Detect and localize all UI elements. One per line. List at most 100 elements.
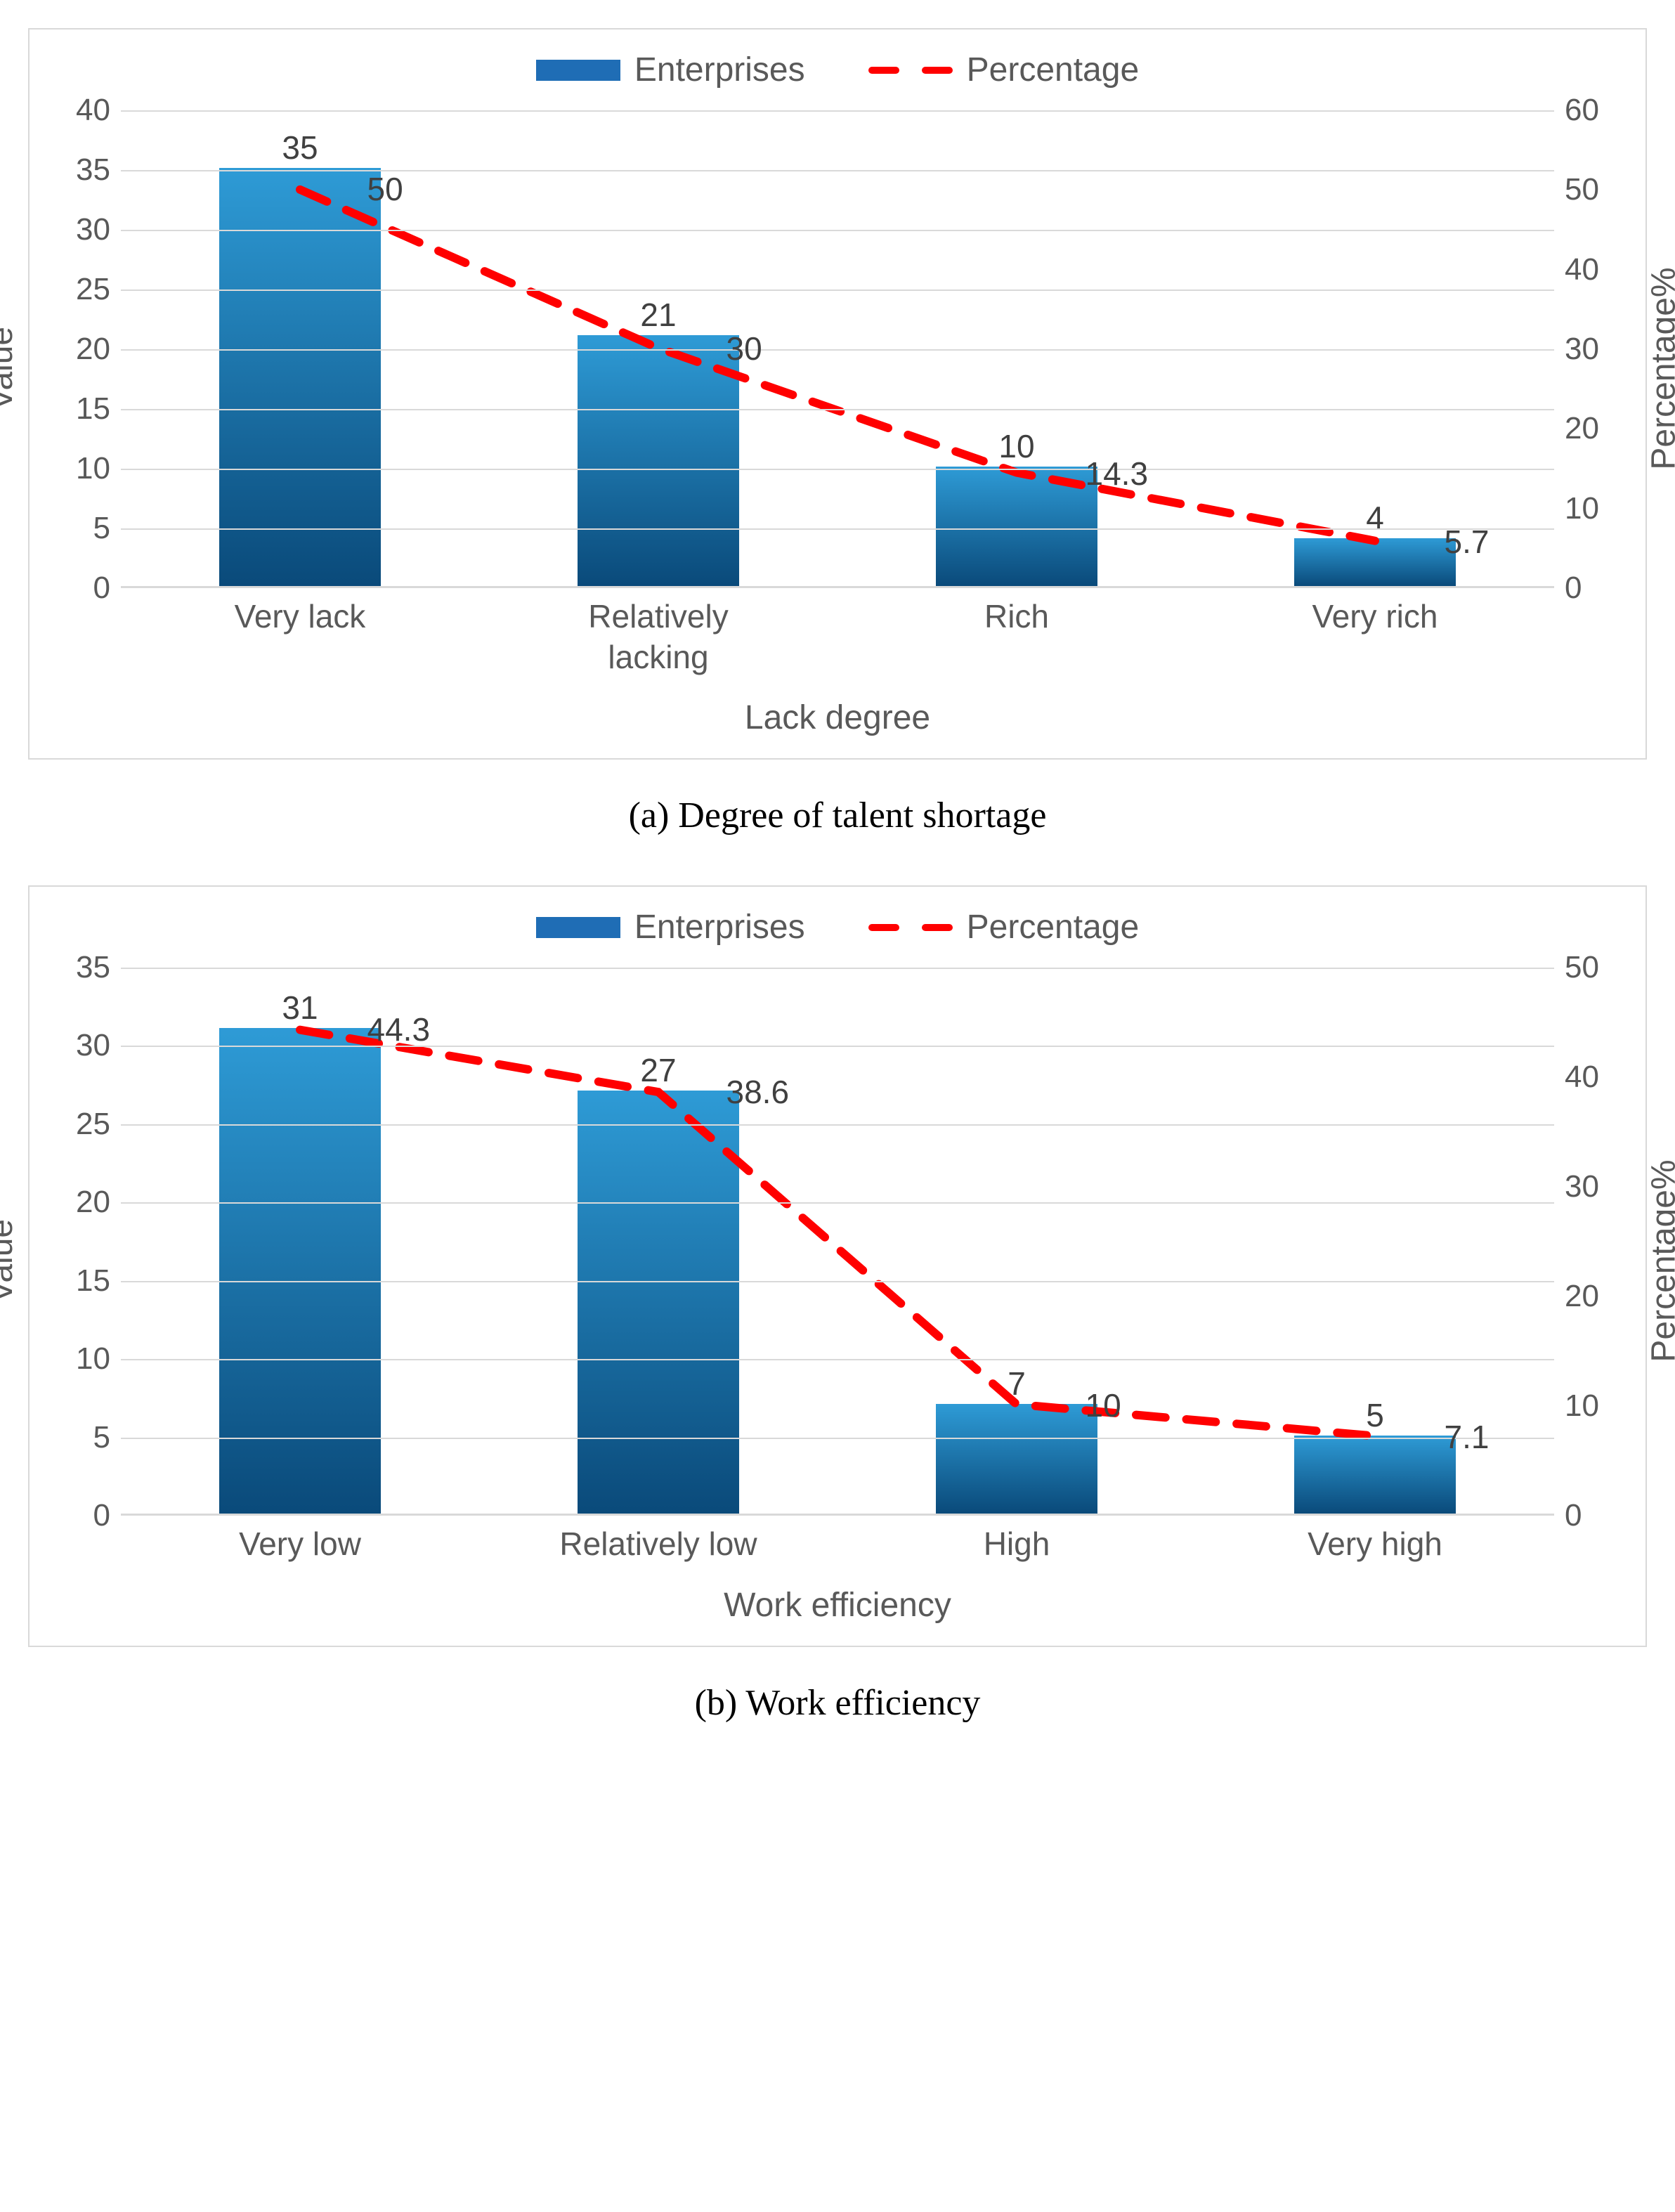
gridline [121,349,1554,351]
chart-b-caption: (b) Work efficiency [28,1682,1647,1724]
bar: 7 [936,1404,1097,1514]
legend-line-item: Percentage [868,908,1140,946]
bar-group: 31 [121,1028,479,1514]
bar-value-label: 35 [282,129,318,167]
x-tick: Very rich [1196,597,1554,677]
pct-value-label: 30 [726,330,762,367]
pct-value-label: 14.3 [1086,455,1149,493]
legend-line-item: Percentage [868,51,1140,89]
ytick-right: 40 [1565,1060,1599,1095]
x-tick: High [838,1524,1196,1565]
ytick-right: 50 [1565,950,1599,985]
ytick-left: 20 [76,332,110,367]
gridline [121,1359,1554,1360]
bar-value-label: 10 [998,427,1034,465]
bar-value-label: 4 [1366,499,1384,537]
chart-a-area: Value 0510152025303540 3521104 503014.35… [58,110,1617,588]
y-left-label: Value [0,327,20,410]
ytick-left: 20 [76,1185,110,1220]
legend-line-swatch [868,67,953,74]
ytick-right: 20 [1565,411,1599,446]
ytick-right: 30 [1565,1169,1599,1204]
gridline [121,968,1554,969]
pct-value-label: 5.7 [1445,523,1490,561]
chart-b-box: Enterprises Percentage Value 05101520253… [28,885,1647,1647]
chart-b-xaxis: Very lowRelatively lowHighVery high [121,1524,1554,1565]
gridline [121,289,1554,291]
x-tick: Relativelylacking [479,597,838,677]
gridline [121,1046,1554,1047]
bar-value-label: 27 [640,1051,676,1089]
ytick-left: 30 [76,1028,110,1063]
bar-group: 5 [1196,1436,1554,1514]
ytick-left: 25 [76,1107,110,1142]
chart-a-xaxis-row: Very lackRelativelylackingRichVery rich … [58,588,1617,737]
gridline [121,1438,1554,1439]
ytick-left: 35 [76,152,110,188]
bar: 21 [578,335,739,586]
ytick-right: 40 [1565,252,1599,287]
pct-value-label: 7.1 [1445,1418,1490,1456]
chart-b-xaxis-row: Very lowRelatively lowHighVery high Work… [58,1516,1617,1625]
legend-bar-label: Enterprises [634,908,805,946]
bar-value-label: 5 [1366,1396,1384,1434]
ytick-right: 50 [1565,172,1599,207]
ytick-left: 15 [76,1263,110,1299]
bar-group: 7 [838,1404,1196,1514]
gridline [121,110,1554,112]
pct-value-label: 50 [367,170,403,208]
chart-b-legend: Enterprises Percentage [58,908,1617,946]
ytick-right: 0 [1565,1498,1582,1533]
x-tick: Very low [121,1524,479,1565]
chart-a-caption: (a) Degree of talent shortage [28,795,1647,836]
chart-a-box: Enterprises Percentage Value 05101520253… [28,28,1647,760]
bar: 5 [1294,1436,1456,1514]
chart-b-xlabel: Work efficiency [121,1586,1554,1625]
legend-bar-swatch [536,60,620,81]
bar-group: 27 [479,1091,838,1514]
chart-a-bars: 35 21 10 4 [121,110,1554,586]
bar: 31 [219,1028,381,1514]
pct-value-label: 10 [1086,1386,1121,1424]
gridline [121,409,1554,410]
ytick-right: 0 [1565,571,1582,606]
ytick-left: 0 [93,1498,110,1533]
ytick-left: 15 [76,391,110,427]
ytick-left: 35 [76,950,110,985]
figure-container: Enterprises Percentage Value 05101520253… [28,28,1647,1724]
ytick-right: 10 [1565,1388,1599,1424]
bar-group: 4 [1196,538,1554,586]
ytick-right: 30 [1565,332,1599,367]
legend-line-swatch [868,924,953,931]
bar-value-label: 7 [1008,1365,1026,1403]
ytick-right: 10 [1565,491,1599,526]
legend-bar-swatch [536,917,620,938]
bar-group: 21 [479,335,838,586]
legend-bar-label: Enterprises [634,51,805,89]
gridline [121,1281,1554,1282]
gridline [121,1124,1554,1126]
ytick-left: 40 [76,93,110,128]
ytick-left: 25 [76,272,110,307]
bar-value-label: 31 [282,989,318,1027]
ytick-left: 5 [93,1420,110,1455]
chart-b-area: Value 05101520253035 312775 44.338.6107.… [58,968,1617,1516]
ytick-left: 10 [76,451,110,486]
chart-a-legend: Enterprises Percentage [58,51,1617,89]
chart-a-plot: 35 21 10 4 50 30 14.3 5.7 [121,110,1554,588]
bar-value-label: 21 [640,296,676,334]
x-tick: Very lack [121,597,479,677]
legend-line-label: Percentage [967,51,1140,89]
gridline [121,170,1554,171]
gridline [121,469,1554,470]
y-axis-left: 0510152025303540 [58,110,121,588]
gridline [121,230,1554,231]
gridline [121,528,1554,530]
gridline [121,1202,1554,1204]
ytick-left: 5 [93,511,110,546]
bar: 27 [578,1091,739,1514]
bar: 10 [936,467,1097,586]
ytick-left: 0 [93,571,110,606]
y-axis-right: 01020304050 [1554,968,1617,1516]
y-right-label: Percentage% [1644,1159,1675,1362]
